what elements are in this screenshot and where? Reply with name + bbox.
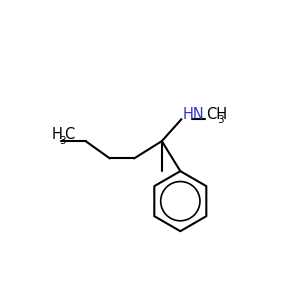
Text: HN: HN [183, 107, 204, 122]
Text: CH: CH [206, 107, 227, 122]
Text: 3: 3 [59, 136, 66, 146]
Text: H: H [52, 128, 62, 142]
Text: 3: 3 [217, 115, 224, 125]
Text: C: C [64, 128, 74, 142]
